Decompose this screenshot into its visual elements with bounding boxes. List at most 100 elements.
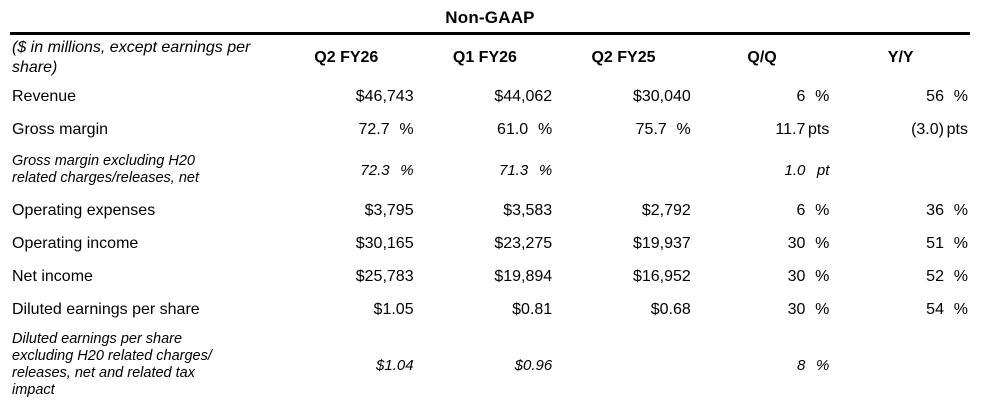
value-number: $30,040 [632, 87, 691, 105]
table-row-gross-margin: Gross margin 72.7% 61.0% 75.7% 11.7 pts (… [10, 113, 970, 146]
cell-value: $19,937 [554, 235, 693, 253]
value-number: 72.7 [358, 120, 390, 138]
value-unit: % [815, 87, 830, 105]
row-label: Diluted earnings per share [12, 300, 200, 318]
value-unit: pts [808, 120, 830, 138]
value-number: 54 [926, 300, 944, 318]
value-number: 36 [926, 201, 944, 219]
table-row-operating-expenses: Operating expenses $3,795 $3,583 $2,792 … [10, 194, 970, 227]
units-note: ($ in millions, except earnings per shar… [12, 39, 251, 76]
value-unit: % [953, 300, 968, 318]
table-header-row: ($ in millions, except earnings per shar… [10, 35, 970, 80]
row-label: Revenue [12, 87, 77, 105]
table-row-diluted-eps: Diluted earnings per share $1.05 $0.81 $… [10, 293, 970, 326]
value-number: 61.0 [497, 120, 529, 138]
value-number: 30 [787, 267, 806, 285]
column-header-q1fy26: Q1 FY26 [452, 48, 517, 66]
cell-value: 30% [693, 235, 832, 253]
value-number: 6 [796, 87, 806, 105]
value-number: 1.0 [784, 161, 806, 179]
value-number: $3,795 [364, 201, 414, 219]
value-number: $44,062 [494, 87, 553, 105]
column-header-q2fy26: Q2 FY26 [314, 48, 379, 66]
value-unit: % [815, 300, 830, 318]
cell-value: $0.81 [416, 301, 555, 319]
value-number: $30,165 [355, 234, 414, 252]
cell-value: 51% [831, 235, 970, 253]
value-number: $25,783 [355, 267, 414, 285]
value-number: $3,583 [503, 201, 553, 219]
value-number: $16,952 [632, 267, 691, 285]
row-label: Gross margin [12, 120, 109, 138]
cell-value: 36% [831, 202, 970, 220]
cell-value: 72.3% [277, 162, 416, 179]
value-number: (3.0) [911, 120, 944, 138]
value-number: $19,937 [632, 234, 691, 252]
table-row-revenue: Revenue $46,743 $44,062 $30,040 6% 56% [10, 80, 970, 113]
cell-value: $0.96 [416, 357, 555, 374]
table-row-net-income: Net income $25,783 $19,894 $16,952 30% 5… [10, 260, 970, 293]
value-unit: % [815, 267, 830, 285]
value-number: $23,275 [494, 234, 553, 252]
value-unit: % [815, 234, 830, 252]
cell-value: $3,795 [277, 202, 416, 220]
row-label: Gross margin excluding H20 related charg… [12, 152, 199, 186]
table-title: Non-GAAP [10, 0, 970, 35]
value-number: 30 [787, 234, 806, 252]
value-number: 71.3 [498, 161, 529, 179]
value-unit: % [399, 120, 414, 138]
value-unit: % [537, 120, 553, 138]
value-number: 30 [787, 300, 806, 318]
cell-value: (3.0) pts [831, 121, 970, 139]
cell-value: 11.7 pts [693, 121, 832, 139]
cell-value: 72.7% [277, 121, 416, 139]
value-number: 51 [926, 234, 944, 252]
value-number: $0.96 [514, 356, 553, 374]
cell-value: $16,952 [554, 268, 693, 286]
cell-value: $1.04 [277, 357, 416, 374]
value-number: 8 [797, 356, 806, 374]
table-row-gross-margin-ex-h20: Gross margin excluding H20 related charg… [10, 146, 970, 194]
value-number: 56 [926, 87, 944, 105]
table-row-operating-income: Operating income $30,165 $23,275 $19,937… [10, 227, 970, 260]
cell-value: $0.68 [554, 301, 693, 319]
value-unit: % [816, 356, 830, 374]
column-header-qq: Q/Q [747, 48, 777, 66]
cell-value: 30% [693, 268, 832, 286]
cell-value: 30% [693, 301, 832, 319]
value-number: 75.7 [635, 120, 667, 138]
value-number: $0.81 [512, 300, 553, 318]
table-row-diluted-eps-ex-h20: Diluted earnings per share excluding H20… [10, 326, 970, 404]
value-unit: % [400, 161, 414, 179]
row-label: Net income [12, 267, 93, 285]
value-unit: % [676, 120, 691, 138]
cell-value: $19,894 [416, 268, 555, 286]
cell-value: $3,583 [416, 202, 555, 220]
value-unit: % [953, 87, 968, 105]
value-unit: % [953, 267, 968, 285]
cell-value: $30,165 [277, 235, 416, 253]
cell-value: 1.0 pt [693, 162, 832, 179]
value-unit: % [953, 201, 968, 219]
cell-value: $44,062 [416, 88, 555, 106]
non-gaap-results-table: Non-GAAP ($ in millions, except earnings… [10, 0, 970, 404]
cell-value: $46,743 [277, 88, 416, 106]
value-number: $19,894 [494, 267, 553, 285]
cell-value: $23,275 [416, 235, 555, 253]
column-header-yy: Y/Y [887, 48, 914, 66]
cell-value: 6% [693, 202, 832, 220]
value-number: $2,792 [641, 201, 691, 219]
cell-value: $30,040 [554, 88, 693, 106]
cell-value: $1.05 [277, 301, 416, 319]
cell-value: 71.3% [416, 162, 555, 179]
cell-value: 75.7% [554, 121, 693, 139]
cell-value: 6% [693, 88, 832, 106]
cell-value: 54% [831, 301, 970, 319]
value-unit: % [953, 234, 968, 252]
cell-value: 52% [831, 268, 970, 286]
cell-value: 8% [693, 357, 832, 374]
value-unit: pt [816, 161, 830, 179]
value-number: $1.05 [373, 300, 414, 318]
value-unit: pts [946, 120, 968, 138]
value-number: 6 [796, 201, 806, 219]
